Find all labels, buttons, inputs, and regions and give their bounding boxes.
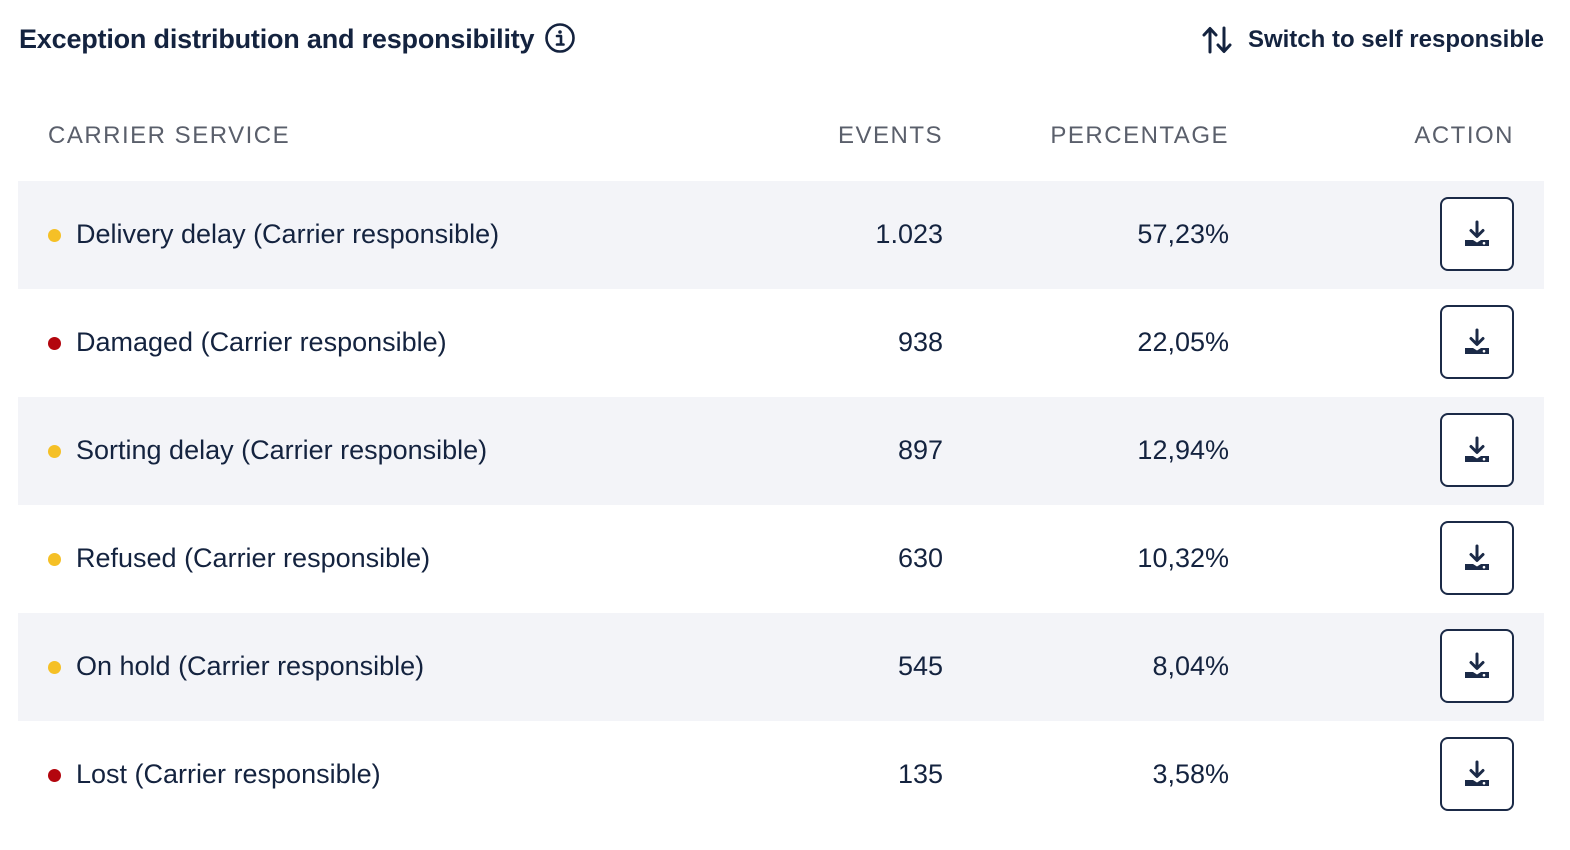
column-header-percentage[interactable]: PERCENTAGE <box>1050 122 1229 149</box>
download-icon <box>1462 543 1492 573</box>
status-dot <box>48 769 61 782</box>
percentage-value: 22,05% <box>1137 327 1229 357</box>
info-circle-icon[interactable] <box>544 22 576 54</box>
download-icon <box>1462 219 1492 249</box>
events-count: 135 <box>897 759 943 789</box>
percentage-value: 57,23% <box>1137 219 1229 249</box>
switch-responsibility-label: Switch to self responsible <box>1247 26 1544 53</box>
exception-table: CARRIER SERVICE EVENTS PERCENTAGE ACTION… <box>18 100 1544 829</box>
section-title: Exception distribution and responsibilit… <box>19 24 535 54</box>
table-row: Damaged (Carrier responsible) 938 22,05% <box>18 289 1544 397</box>
download-button[interactable] <box>1440 197 1514 271</box>
table-body: Delivery delay (Carrier responsible) 1.02… <box>18 181 1544 829</box>
sort-arrows-icon <box>1200 23 1234 57</box>
download-button[interactable] <box>1440 737 1514 811</box>
download-icon <box>1462 759 1492 789</box>
status-dot <box>48 661 61 674</box>
carrier-service-name: Refused (Carrier responsible) <box>76 543 431 573</box>
column-header-action: ACTION <box>1414 122 1514 149</box>
carrier-service-name: Lost (Carrier responsible) <box>76 759 381 789</box>
events-count: 897 <box>897 435 943 465</box>
section-header: Exception distribution and responsibilit… <box>18 0 1544 82</box>
download-button[interactable] <box>1440 413 1514 487</box>
download-icon <box>1462 435 1492 465</box>
status-dot <box>48 445 61 458</box>
table-header-row: CARRIER SERVICE EVENTS PERCENTAGE ACTION <box>18 100 1544 181</box>
download-icon <box>1462 327 1492 357</box>
table-row: On hold (Carrier responsible) 545 8,04% <box>18 613 1544 721</box>
events-count: 938 <box>897 327 943 357</box>
percentage-value: 3,58% <box>1152 759 1229 789</box>
percentage-value: 8,04% <box>1152 651 1229 681</box>
carrier-service-name: Delivery delay (Carrier responsible) <box>76 219 500 249</box>
column-header-events[interactable]: EVENTS <box>837 122 943 149</box>
percentage-value: 10,32% <box>1137 543 1229 573</box>
carrier-service-name: Damaged (Carrier responsible) <box>76 327 447 357</box>
events-count: 545 <box>897 651 943 681</box>
download-button[interactable] <box>1440 521 1514 595</box>
switch-responsibility-button[interactable]: Switch to self responsible <box>1200 22 1544 58</box>
download-button[interactable] <box>1440 305 1514 379</box>
table-row: Lost (Carrier responsible) 135 3,58% <box>18 721 1544 829</box>
percentage-value: 12,94% <box>1137 435 1229 465</box>
table-row: Delivery delay (Carrier responsible) 1.02… <box>18 181 1544 289</box>
status-dot <box>48 553 61 566</box>
status-dot <box>48 229 61 242</box>
carrier-service-name: Sorting delay (Carrier responsible) <box>76 435 488 465</box>
events-count: 630 <box>897 543 943 573</box>
carrier-service-name: On hold (Carrier responsible) <box>76 651 425 681</box>
table-row: Sorting delay (Carrier responsible) 897 12… <box>18 397 1544 505</box>
download-button[interactable] <box>1440 629 1514 703</box>
status-dot <box>48 337 61 350</box>
table-row: Refused (Carrier responsible) 630 10,32% <box>18 505 1544 613</box>
events-count: 1.023 <box>875 219 943 249</box>
column-header-carrier-service[interactable]: CARRIER SERVICE <box>48 122 291 149</box>
download-icon <box>1462 651 1492 681</box>
